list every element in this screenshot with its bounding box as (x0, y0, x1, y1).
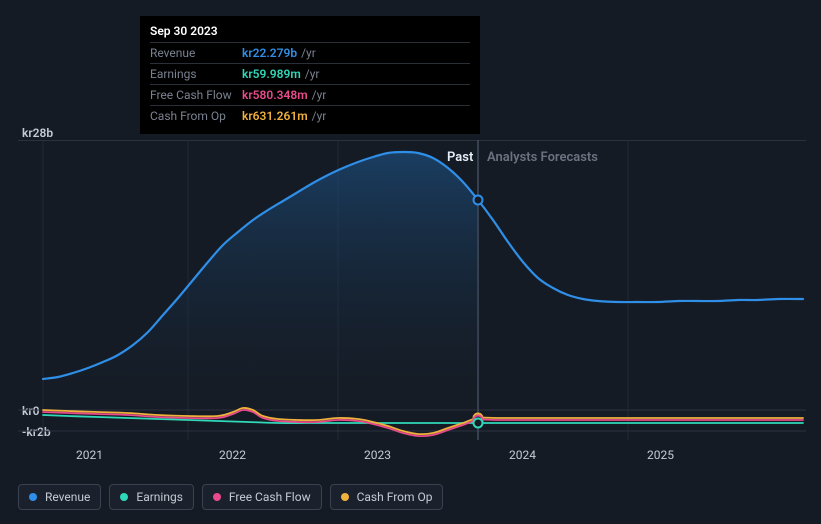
tooltip-date: Sep 30 2023 (150, 24, 470, 42)
tooltip-suffix: /yr (305, 67, 320, 81)
x-axis-label: 2025 (647, 448, 674, 462)
legend-item-earnings[interactable]: Earnings (109, 484, 194, 510)
legend-dot (120, 493, 128, 501)
chart-svg (18, 140, 806, 440)
x-axis-label: 2023 (364, 448, 391, 462)
financial-chart[interactable] (18, 140, 806, 440)
tooltip-row: Free Cash Flow kr580.348m /yr (150, 84, 470, 105)
legend-dot (213, 493, 221, 501)
tooltip-label: Cash From Op (150, 109, 242, 123)
legend-item-cash-from-op[interactable]: Cash From Op (330, 484, 444, 510)
x-axis-label: 2022 (219, 448, 246, 462)
tooltip-suffix: /yr (312, 109, 327, 123)
tooltip-label: Free Cash Flow (150, 88, 242, 102)
tooltip-value: kr59.989m (242, 67, 301, 81)
chart-tooltip: Sep 30 2023 Revenue kr22.279b /yr Earnin… (140, 16, 480, 134)
legend-dot (29, 493, 37, 501)
tooltip-value: kr631.261m (242, 109, 308, 123)
y-axis-label: kr28b (22, 126, 53, 140)
legend-dot (341, 493, 349, 501)
legend-label: Earnings (136, 490, 183, 504)
x-axis-label: 2024 (509, 448, 536, 462)
tooltip-value: kr22.279b (242, 46, 297, 60)
tooltip-value: kr580.348m (242, 88, 308, 102)
legend-label: Cash From Op (357, 490, 433, 504)
legend-label: Revenue (45, 490, 90, 504)
legend-item-free-cash-flow[interactable]: Free Cash Flow (202, 484, 322, 510)
tooltip-row: Cash From Op kr631.261m /yr (150, 105, 470, 126)
x-axis-label: 2021 (76, 448, 103, 462)
chart-legend: Revenue Earnings Free Cash Flow Cash Fro… (18, 484, 443, 510)
tooltip-suffix: /yr (312, 88, 327, 102)
tooltip-label: Earnings (150, 67, 242, 81)
tooltip-label: Revenue (150, 46, 242, 60)
tooltip-row: Revenue kr22.279b /yr (150, 42, 470, 63)
legend-label: Free Cash Flow (229, 490, 311, 504)
tooltip-row: Earnings kr59.989m /yr (150, 63, 470, 84)
tooltip-suffix: /yr (301, 46, 316, 60)
legend-item-revenue[interactable]: Revenue (18, 484, 101, 510)
